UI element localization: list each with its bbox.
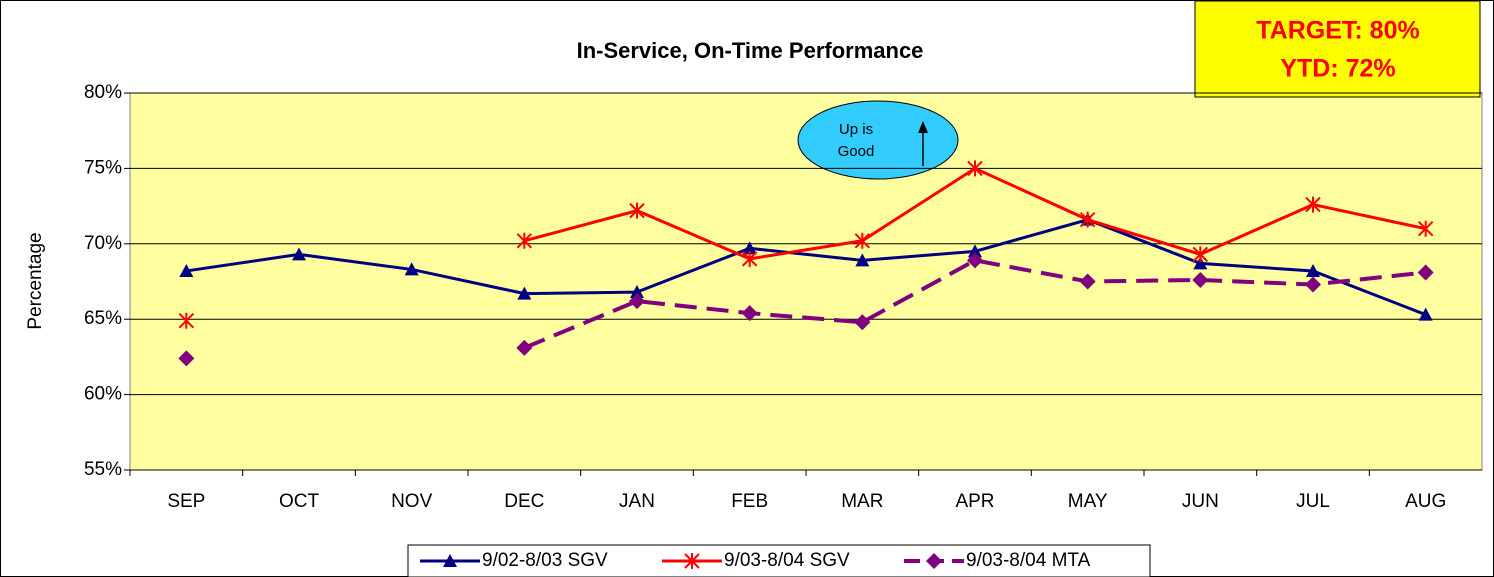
- chart-title: In-Service, On-Time Performance: [577, 38, 924, 63]
- target-text: TARGET: 80%: [1256, 17, 1419, 45]
- marker: [516, 232, 533, 249]
- marker: [1305, 276, 1321, 293]
- marker: [404, 262, 419, 276]
- marker: [1305, 196, 1321, 213]
- x-tick-label: SEP: [167, 491, 205, 512]
- x-tick-label: MAY: [1068, 491, 1108, 512]
- marker: [1417, 264, 1434, 281]
- x-tick-label: DEC: [504, 491, 544, 512]
- x-tick-label: FEB: [731, 491, 768, 512]
- marker: [741, 250, 758, 267]
- marker: [517, 286, 532, 300]
- x-tick-label: APR: [955, 491, 994, 512]
- legend-label: 9/02-8/03 SGV: [482, 550, 608, 571]
- y-tick-label: 75%: [84, 157, 122, 178]
- series-line: [186, 218, 1427, 317]
- target-box: [1194, 0, 1481, 98]
- x-tick-label: NOV: [391, 491, 433, 512]
- x-tick-label: JAN: [619, 491, 655, 512]
- y-tick-label: 65%: [84, 308, 122, 329]
- y-axis-label: Percentage: [25, 232, 46, 329]
- marker: [292, 247, 306, 261]
- marker: [1192, 246, 1209, 263]
- y-tick-label: 55%: [84, 459, 122, 480]
- marker: [926, 553, 942, 569]
- marker: [1079, 273, 1096, 290]
- legend-label: 9/03-8/04 SGV: [724, 550, 850, 571]
- x-tick-label: AUG: [1405, 491, 1446, 512]
- x-tick-label: JUN: [1182, 491, 1219, 512]
- marker: [1079, 211, 1096, 228]
- legend-label: 9/03-8/04 MTA: [966, 550, 1091, 571]
- y-tick-label: 60%: [84, 384, 122, 405]
- marker: [1417, 220, 1434, 237]
- marker: [629, 202, 645, 219]
- marker: [443, 554, 457, 567]
- marker: [1418, 307, 1433, 321]
- marker: [854, 232, 871, 249]
- marker: [630, 285, 644, 299]
- x-tick-label: OCT: [279, 491, 320, 512]
- marker: [1193, 256, 1208, 270]
- series-line: [523, 258, 1426, 350]
- marker: [179, 263, 194, 277]
- y-tick-label: 80%: [84, 82, 122, 103]
- marker: [684, 553, 700, 569]
- x-tick-label: MAR: [841, 491, 883, 512]
- annotation-text: Up is: [839, 121, 873, 138]
- marker: [178, 350, 195, 367]
- marker: [741, 305, 758, 322]
- annotation-arrowhead: [918, 121, 928, 133]
- marker: [1306, 263, 1320, 277]
- marker: [742, 241, 757, 255]
- marker: [1192, 271, 1209, 288]
- x-tick-label: JUL: [1296, 491, 1330, 512]
- marker: [854, 314, 871, 331]
- annotation-text: Good: [838, 143, 875, 160]
- marker: [855, 253, 870, 267]
- marker: [516, 339, 533, 356]
- y-tick-label: 70%: [84, 233, 122, 254]
- marker: [629, 293, 645, 310]
- ytd-text: YTD: 72%: [1280, 55, 1395, 83]
- marker: [967, 252, 983, 269]
- legend: [407, 544, 1151, 577]
- marker: [967, 160, 983, 177]
- marker: [968, 244, 982, 258]
- marker: [178, 312, 195, 329]
- annotation-bubble: [797, 100, 959, 180]
